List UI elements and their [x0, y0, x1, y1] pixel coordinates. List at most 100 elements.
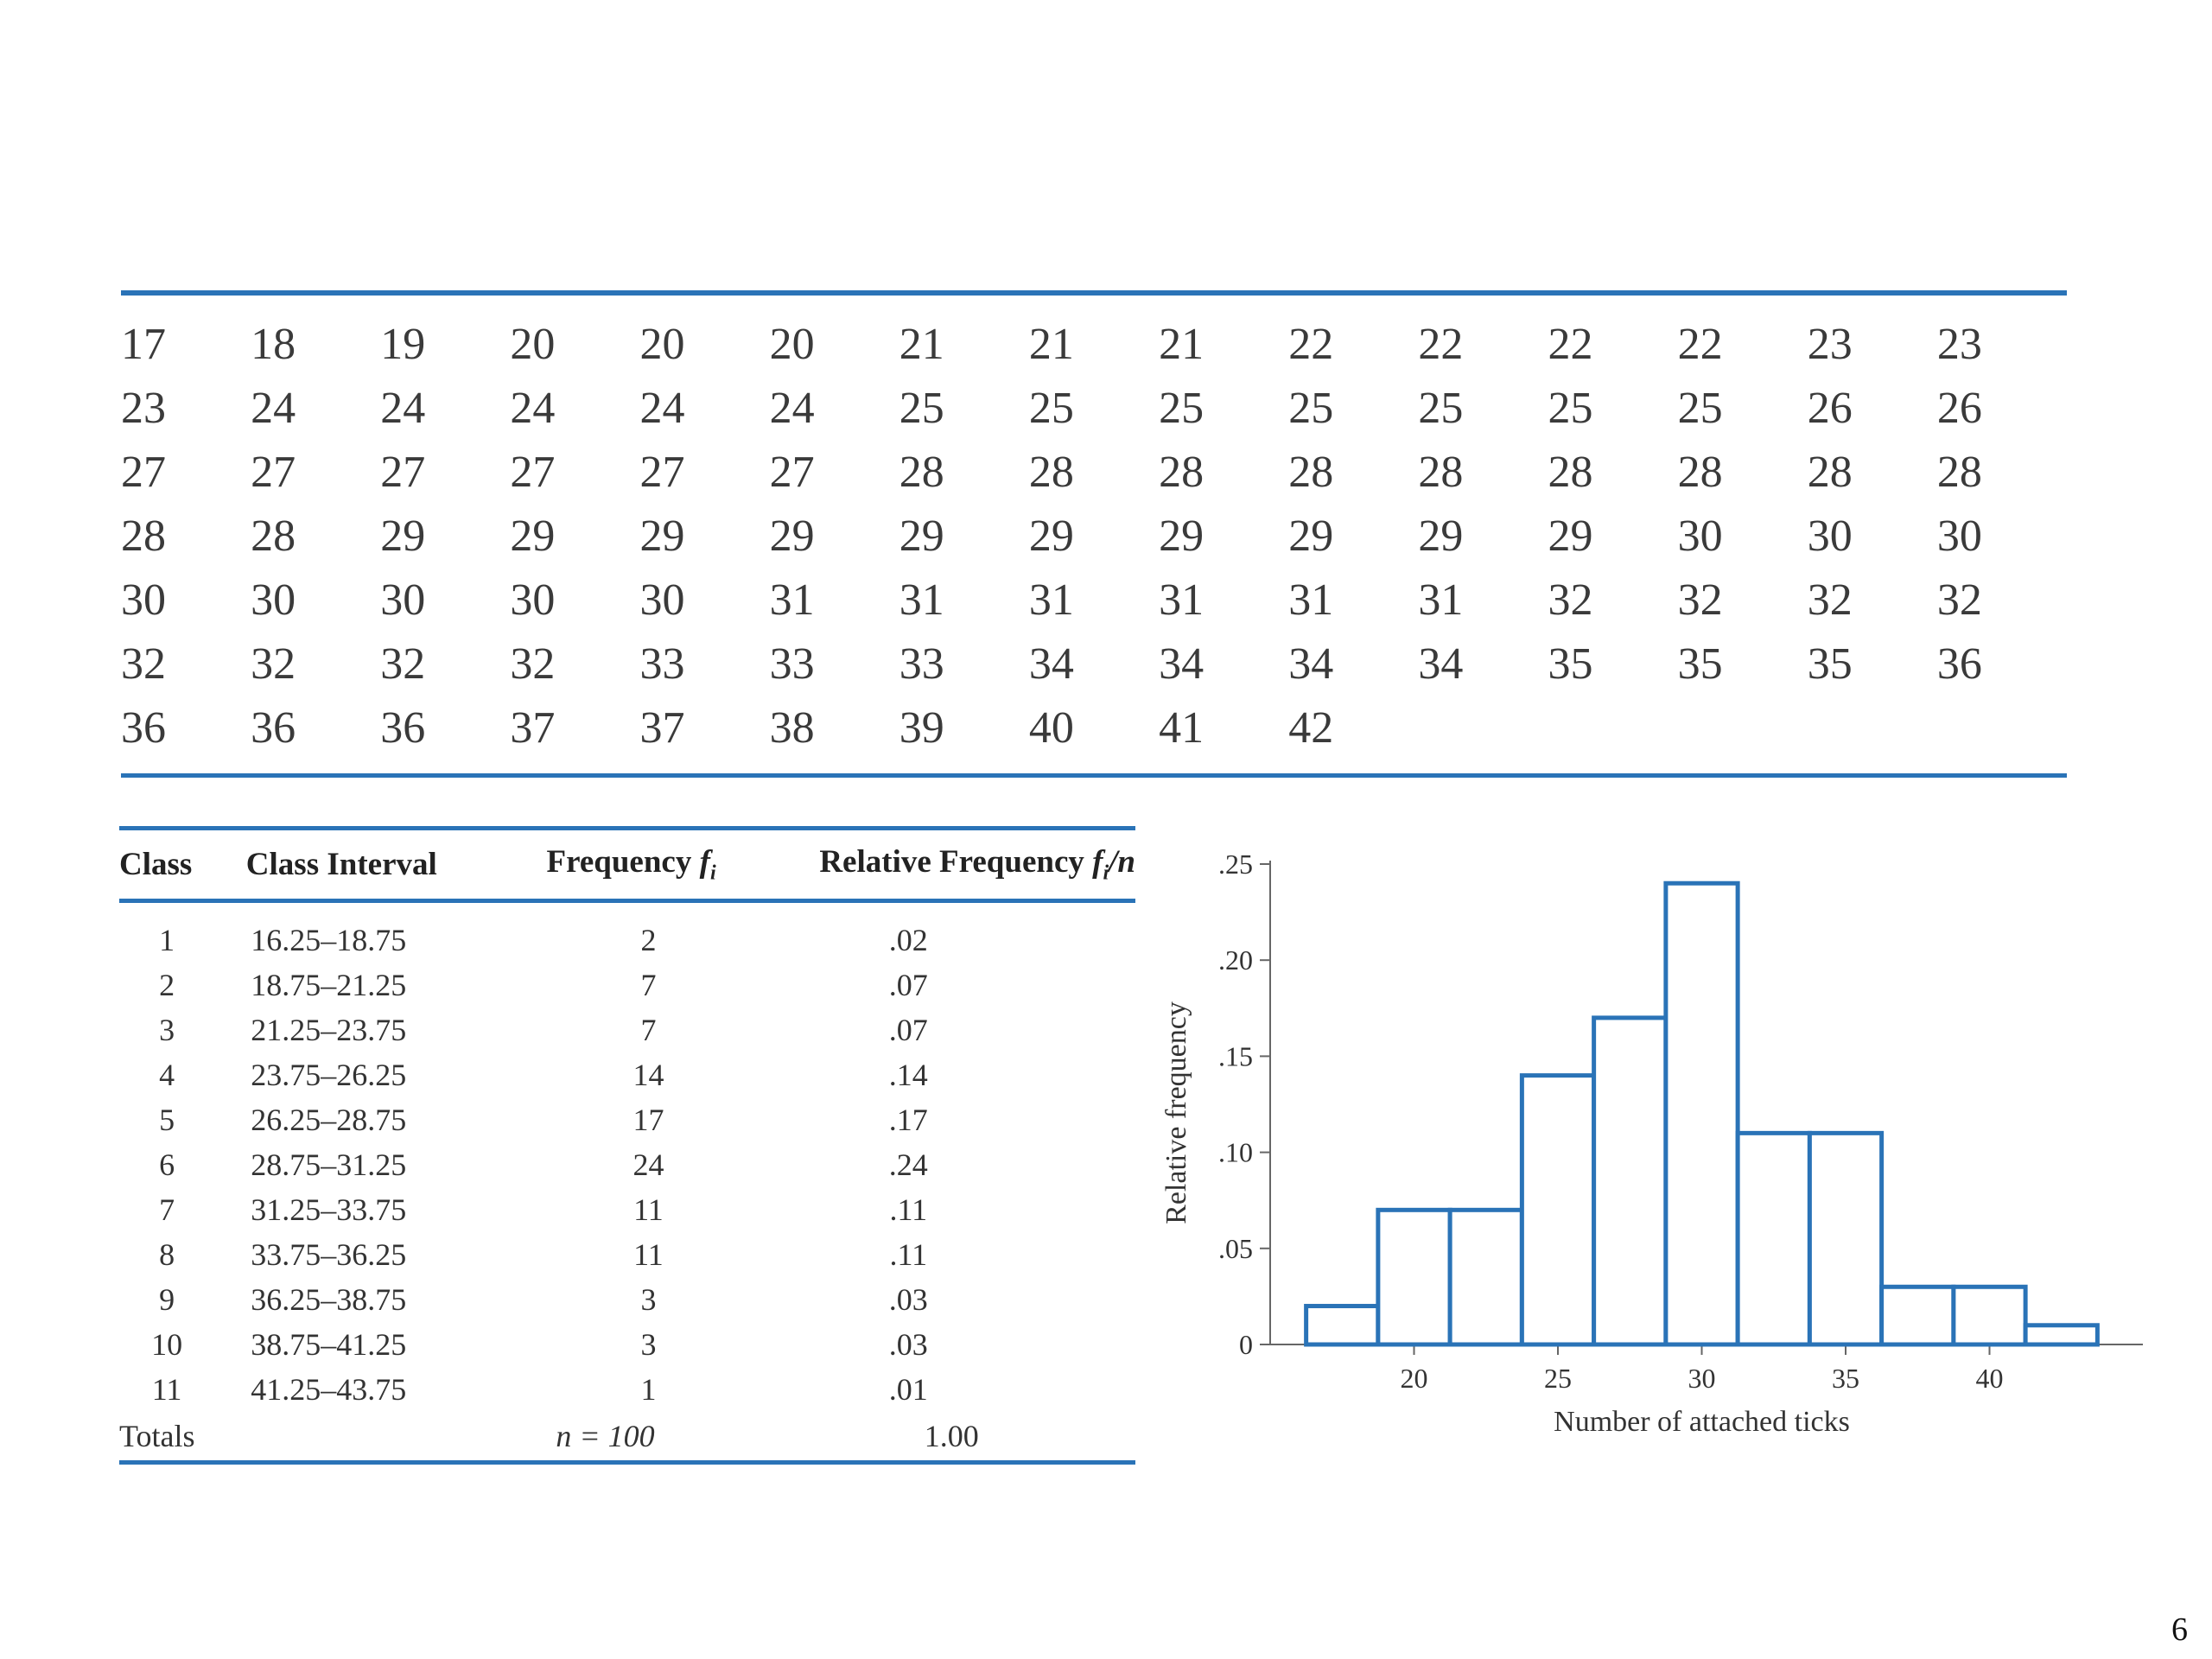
- raw-value: 36: [251, 703, 296, 753]
- raw-value: 20: [769, 320, 815, 369]
- raw-value: 36: [1936, 639, 1982, 689]
- raw-value: 29: [510, 512, 556, 561]
- row-frequency: 17: [632, 1103, 664, 1137]
- raw-value: 27: [769, 448, 815, 497]
- raw-value: 39: [899, 703, 944, 753]
- raw-value: 24: [639, 384, 685, 433]
- raw-value: 22: [1548, 320, 1593, 369]
- y-axis-label: Relative frequency: [1160, 1001, 1192, 1224]
- raw-value: 32: [380, 639, 426, 689]
- raw-value: 30: [121, 575, 166, 625]
- raw-value: 29: [639, 512, 685, 561]
- row-relative-frequency: .03: [888, 1282, 928, 1317]
- frequency-table: Class Class Interval Frequency fi Relati…: [119, 830, 1135, 1460]
- raw-value: 32: [121, 639, 166, 689]
- row-frequency: 2: [640, 923, 657, 957]
- raw-value: 28: [899, 448, 944, 497]
- raw-value: 27: [121, 448, 166, 497]
- row-interval: 38.75–41.25: [251, 1327, 407, 1362]
- raw-value: 31: [1028, 575, 1074, 625]
- raw-value: 33: [899, 639, 944, 689]
- row-interval: 23.75–26.25: [251, 1058, 407, 1092]
- raw-value: 28: [251, 512, 296, 561]
- row-class: 4: [159, 1058, 175, 1092]
- raw-value: 25: [899, 384, 944, 433]
- row-relative-frequency: .11: [889, 1237, 928, 1272]
- raw-value: 25: [1418, 384, 1464, 433]
- row-class: 5: [159, 1103, 175, 1137]
- totals-n: n = 100: [442, 1412, 767, 1460]
- row-relative-frequency: .11: [889, 1192, 928, 1227]
- table-row: 8 33.75–36.25 11 .11: [119, 1232, 1135, 1277]
- raw-value: 38: [769, 703, 815, 753]
- histogram-bar: [1735, 1130, 1812, 1347]
- raw-value: 28: [1807, 448, 1853, 497]
- row-frequency: 11: [633, 1237, 664, 1272]
- raw-value: 23: [121, 384, 166, 433]
- y-tick-label: .10: [1218, 1137, 1253, 1168]
- raw-value: 28: [121, 512, 166, 561]
- raw-value: 22: [1288, 320, 1334, 369]
- histogram-bar: [2023, 1323, 2100, 1347]
- header-relative-frequency: Relative Frequency fi/n: [768, 830, 1135, 899]
- raw-value: 25: [1288, 384, 1334, 433]
- raw-data-grid: 17 18 19 20 20 20 21 21 21 22 22 22 22 23 23 23 24 24 24 24…: [121, 313, 2067, 760]
- raw-value: 29: [1159, 512, 1205, 561]
- header-class: Class: [119, 846, 193, 882]
- raw-value: 21: [1159, 320, 1205, 369]
- x-tick-label: 20: [1401, 1363, 1428, 1394]
- histogram-bar: [1951, 1284, 2028, 1347]
- table-row: 4 23.75–26.25 14 .14: [119, 1052, 1135, 1097]
- y-tick-label: .05: [1218, 1233, 1253, 1264]
- raw-value: 28: [1288, 448, 1334, 497]
- totals-label: Totals: [119, 1419, 195, 1453]
- raw-value: 41: [1159, 703, 1205, 753]
- row-interval: 16.25–18.75: [251, 923, 407, 957]
- row-relative-frequency: .03: [888, 1327, 928, 1362]
- row-relative-frequency: .01: [888, 1372, 928, 1407]
- raw-value: 29: [1548, 512, 1593, 561]
- raw-value: 18: [251, 320, 296, 369]
- histogram-chart: 0 .05 .10 .15 .20 .25 20 25 30 35 40 Number of atta…: [1160, 849, 2143, 1438]
- header-relative-symbol: f: [1092, 843, 1103, 880]
- histogram-bar: [1376, 1207, 1452, 1347]
- raw-value: 20: [510, 320, 556, 369]
- raw-value: 28: [1936, 448, 1982, 497]
- row-class: 9: [159, 1282, 175, 1317]
- raw-value: 42: [1288, 703, 1334, 753]
- raw-value: 36: [380, 703, 426, 753]
- row-class: 1: [159, 923, 175, 957]
- raw-value: 29: [1418, 512, 1464, 561]
- raw-data-bottom-rule: [121, 773, 2067, 778]
- raw-data-top-rule: [121, 290, 2067, 296]
- row-relative-frequency: .02: [888, 923, 928, 957]
- histogram-bar: [1879, 1284, 1956, 1347]
- raw-value: 27: [251, 448, 296, 497]
- histogram-bar: [1304, 1304, 1381, 1347]
- row-class: 10: [151, 1327, 183, 1362]
- row-class: 2: [159, 968, 175, 1002]
- histogram-bar: [1592, 1015, 1669, 1347]
- raw-value: 24: [380, 384, 426, 433]
- raw-value: 30: [1936, 512, 1982, 561]
- raw-value: 30: [1677, 512, 1723, 561]
- x-tick-label: 25: [1544, 1363, 1572, 1394]
- row-frequency: 14: [632, 1058, 664, 1092]
- table-header-row: Class Class Interval Frequency fi Relati…: [119, 830, 1135, 899]
- row-class: 11: [151, 1372, 182, 1407]
- row-frequency: 24: [632, 1147, 664, 1182]
- table-top-rule: [119, 826, 1135, 830]
- raw-value: 30: [639, 575, 685, 625]
- row-interval: 21.25–23.75: [251, 1013, 407, 1047]
- raw-value: 33: [639, 639, 685, 689]
- row-class: 8: [159, 1237, 175, 1272]
- raw-value: 31: [1418, 575, 1464, 625]
- raw-value: 24: [251, 384, 296, 433]
- raw-value: 37: [510, 703, 556, 753]
- row-interval: 18.75–21.25: [251, 968, 407, 1002]
- header-frequency: Frequency fi: [442, 830, 767, 899]
- row-interval: 28.75–31.25: [251, 1147, 407, 1182]
- row-relative-frequency: .07: [888, 968, 928, 1002]
- raw-value: 29: [769, 512, 815, 561]
- table-header-rule: [119, 899, 1135, 903]
